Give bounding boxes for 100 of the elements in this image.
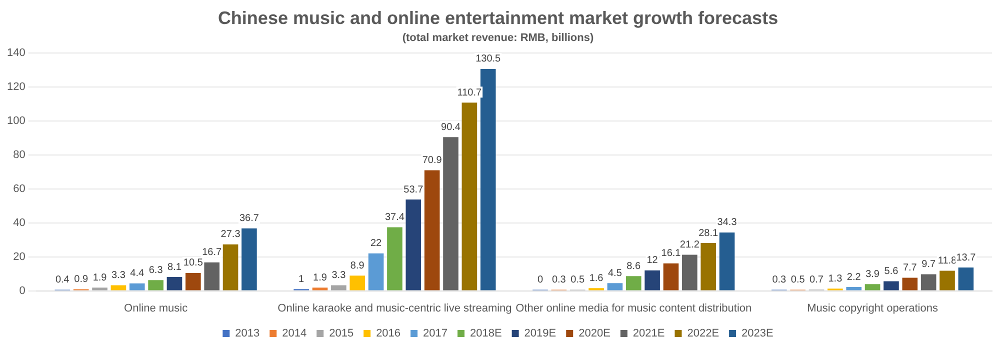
data-label: 0.3 xyxy=(552,274,566,286)
data-label: 8.1 xyxy=(168,262,182,273)
data-label: 0.3 xyxy=(772,274,787,286)
legend-label: 2016 xyxy=(376,328,401,340)
bar xyxy=(387,227,402,290)
bar xyxy=(350,276,366,290)
data-label: 1.9 xyxy=(313,272,328,284)
bar xyxy=(129,283,145,290)
x-tick-label: Music copyright operations xyxy=(807,302,938,314)
data-label: 36.7 xyxy=(239,213,260,224)
legend-label: 2019E xyxy=(524,328,556,340)
data-label: 3.9 xyxy=(866,268,880,280)
bar xyxy=(148,280,164,290)
y-tick-label: 40 xyxy=(13,216,26,229)
bar xyxy=(186,272,201,290)
bar xyxy=(480,68,496,290)
legend-label: 2017 xyxy=(423,328,448,340)
data-label: 13.7 xyxy=(956,252,976,264)
data-label: 3.3 xyxy=(332,270,346,281)
data-label: 1.6 xyxy=(589,272,604,284)
legend-label: 2015 xyxy=(329,328,354,340)
data-label: 16.7 xyxy=(202,247,222,258)
bar xyxy=(958,268,974,290)
bar xyxy=(92,288,108,290)
bar xyxy=(331,285,346,290)
bar xyxy=(166,277,182,290)
data-label: 0.5 xyxy=(570,274,585,286)
bar xyxy=(846,287,862,290)
bar xyxy=(682,254,698,290)
data-label: 34.3 xyxy=(717,217,738,228)
bar xyxy=(424,170,440,290)
chart-subtitle: (total market revenue: RMB, billions) xyxy=(402,32,594,44)
data-label: 8.9 xyxy=(350,260,365,272)
data-label: 1.9 xyxy=(92,272,108,284)
data-label: 1.3 xyxy=(828,273,843,284)
bar xyxy=(462,102,478,290)
data-label: 28.1 xyxy=(698,228,719,239)
legend-label: 2023E xyxy=(742,328,774,340)
legend-label: 2021E xyxy=(632,328,665,340)
bar xyxy=(920,274,936,290)
data-label: 1 xyxy=(298,274,305,285)
legend-label: 2013 xyxy=(235,328,260,340)
data-label: 90.4 xyxy=(441,122,461,133)
legend-label: 2014 xyxy=(282,328,307,340)
data-label: 21.2 xyxy=(680,240,700,251)
data-label: 5.6 xyxy=(884,266,899,278)
data-label: 10.5 xyxy=(183,258,204,269)
data-label: 110.7 xyxy=(457,87,482,98)
y-tick-label: 140 xyxy=(6,46,26,59)
y-tick-label: 80 xyxy=(13,148,26,161)
data-label: 9.7 xyxy=(922,259,936,270)
data-label: 130.5 xyxy=(476,54,502,65)
x-tick-label: Online music xyxy=(124,302,188,314)
bar xyxy=(700,243,716,290)
data-label: 70.9 xyxy=(422,155,442,166)
bar xyxy=(222,244,238,290)
x-tick-label: Online karaoke and music-centric live streaming xyxy=(278,302,512,314)
data-label: 4.4 xyxy=(130,268,145,280)
legend-label: 2022E xyxy=(687,328,720,340)
y-tick-label: 20 xyxy=(13,250,26,263)
bar xyxy=(884,281,899,290)
data-label: 4.5 xyxy=(608,268,622,279)
data-label: 0.9 xyxy=(74,274,88,286)
data-label: 8.6 xyxy=(626,260,642,272)
data-label: 22 xyxy=(370,238,382,250)
data-label: 0 xyxy=(537,274,544,286)
data-label: 37.4 xyxy=(384,212,405,223)
data-label: 27.3 xyxy=(220,229,241,240)
y-tick-label: 0 xyxy=(19,284,26,297)
bar xyxy=(368,253,384,290)
bar xyxy=(663,263,679,290)
data-label: 6.3 xyxy=(148,264,164,276)
data-label: 7.7 xyxy=(902,262,918,274)
data-label: 53.7 xyxy=(404,184,424,196)
y-tick-label: 60 xyxy=(13,182,26,195)
chart-title: Chinese music and online entertainment market growth forecasts xyxy=(218,8,778,28)
bar xyxy=(626,276,642,290)
data-label: 0.5 xyxy=(790,274,806,286)
data-label: 11.8 xyxy=(938,255,958,266)
legend-label: 2018E xyxy=(470,328,502,340)
bar xyxy=(719,232,735,290)
data-label: 0.4 xyxy=(55,274,70,286)
data-label: 2.2 xyxy=(846,272,862,283)
bar xyxy=(644,270,660,290)
data-label: 16.1 xyxy=(661,248,682,260)
x-tick-label: Other online media for music content distribution xyxy=(516,302,752,314)
data-label: 12 xyxy=(646,255,658,266)
bar xyxy=(864,284,880,290)
data-label: 3.3 xyxy=(112,270,126,281)
bar xyxy=(110,285,126,290)
bar xyxy=(406,200,422,290)
bar xyxy=(443,137,458,290)
bar xyxy=(607,283,623,290)
bar xyxy=(312,288,328,290)
bar xyxy=(940,270,955,290)
bar xyxy=(204,262,220,290)
data-label: 0.7 xyxy=(810,274,824,286)
legend-label: 2020E xyxy=(578,328,610,340)
bar xyxy=(242,228,257,290)
y-tick-label: 100 xyxy=(6,114,26,127)
